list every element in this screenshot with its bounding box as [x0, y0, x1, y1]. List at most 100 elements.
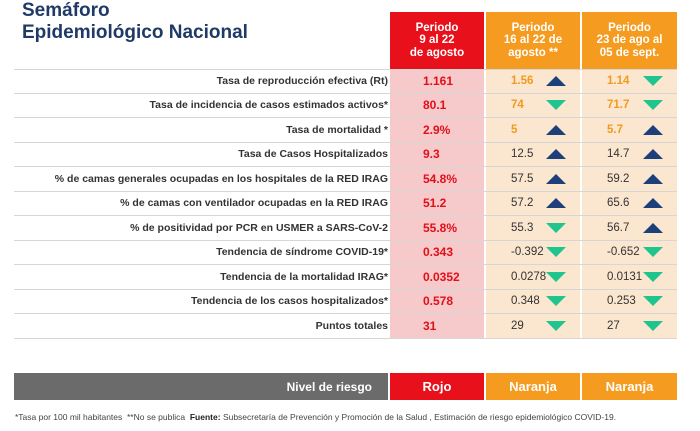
period-3-value: 71.7: [607, 99, 630, 112]
title-line-1: Semáforo: [22, 0, 110, 21]
period-3-cell: 14.7: [582, 142, 677, 166]
period-1-value: 0.0352: [423, 269, 460, 284]
indicator-label: Tendencia de síndrome COVID-19*: [216, 246, 388, 259]
period-3-value: 65.6: [607, 197, 630, 210]
period-2-cell: 74: [486, 93, 580, 117]
period-2-cell: -0.392: [486, 240, 580, 264]
trend-down-arrow-icon: [546, 100, 566, 111]
risk-level-label: Nivel de riesgo: [14, 373, 388, 400]
period-1-value: 54.8%: [423, 171, 458, 186]
period-header-3: Periodo 23 de ago al 05 de sept.: [582, 12, 677, 69]
indicator-label: % de camas generales ocupadas en los hos…: [54, 172, 388, 185]
period-2-value: 57.2: [511, 197, 534, 210]
period-3-value: 14.7: [607, 148, 630, 161]
period-1-cell: 9.3: [390, 142, 484, 166]
trend-down-arrow-icon: [546, 320, 566, 331]
indicator-row: % de camas con ventilador ocupadas en la…: [14, 191, 677, 216]
footnote-rate: *Tasa por 100 mil habitantes: [15, 412, 123, 422]
period-1-cell: 55.8%: [390, 216, 484, 240]
period-2-cell: 12.5: [486, 142, 580, 166]
period-header-3-line1: Periodo: [608, 21, 651, 34]
period-2-cell: 0.348: [486, 289, 580, 313]
period-header-1: Periodo 9 al 22 de agosto: [390, 12, 484, 69]
indicator-row: Tendencia de los casos hospitalizados* 0.…: [14, 289, 677, 314]
risk-level-period-2: Naranja: [486, 373, 580, 400]
trend-up-arrow-icon: [546, 149, 566, 160]
period-3-value: 1.14: [607, 75, 630, 88]
period-3-value: 5.7: [607, 123, 623, 136]
period-3-cell: 56.7: [582, 216, 677, 240]
indicator-label: Tendencia de los casos hospitalizados*: [190, 295, 388, 308]
trend-up-arrow-icon: [643, 198, 663, 209]
period-1-cell: 54.8%: [390, 167, 484, 191]
period-1-value: 2.9%: [423, 122, 451, 137]
period-header-1-line1: Periodo: [415, 21, 459, 34]
period-2-cell: 55.3: [486, 216, 580, 240]
trend-up-arrow-icon: [546, 198, 566, 209]
period-2-value: 74: [511, 99, 524, 112]
indicator-label: Tasa de Casos Hospitalizados: [238, 148, 388, 161]
indicators-table: Tasa de reproducción efectiva (Rt) 1.161 1…: [14, 69, 677, 339]
trend-down-arrow-icon: [643, 320, 663, 331]
trend-up-arrow-icon: [546, 124, 566, 135]
period-1-cell: 1.161: [390, 70, 484, 93]
period-1-cell: 31: [390, 314, 484, 338]
period-2-value: 5: [511, 123, 518, 136]
trend-down-arrow-icon: [643, 296, 663, 307]
period-3-cell: 0.253: [582, 289, 677, 313]
period-header-3-line3: 05 de sept.: [599, 46, 660, 59]
indicator-row: Puntos totales 31 29 27: [14, 314, 677, 339]
period-3-value: 59.2: [607, 172, 630, 185]
trend-down-arrow-icon: [643, 247, 663, 258]
period-3-cell: 1.14: [582, 70, 677, 93]
indicator-row: Tasa de incidencia de casos estimados ac…: [14, 93, 677, 118]
period-header-1-line2: 9 al 22: [419, 34, 455, 47]
indicator-label: Tasa de mortalidad *: [286, 123, 388, 136]
period-2-value: 57.5: [511, 172, 534, 185]
indicator-row: % de camas generales ocupadas en los hos…: [14, 167, 677, 192]
period-1-value: 1.161: [423, 74, 454, 89]
trend-up-arrow-icon: [643, 124, 663, 135]
period-2-value: 12.5: [511, 148, 534, 161]
trend-up-arrow-icon: [546, 76, 566, 87]
indicator-label: Puntos totales: [315, 319, 388, 332]
risk-level-period-3: Naranja: [582, 373, 677, 400]
period-2-value: 1.56: [511, 75, 534, 88]
period-3-value: 27: [607, 319, 620, 332]
period-3-value: 0.253: [607, 295, 636, 308]
trend-up-arrow-icon: [643, 222, 663, 233]
trend-down-arrow-icon: [546, 271, 566, 282]
footer-note: *Tasa por 100 mil habitantes **No se pub…: [15, 412, 616, 422]
period-2-cell: 0.0278: [486, 265, 580, 289]
indicator-label: Tendencia de la mortalidad IRAG*: [220, 270, 388, 283]
period-1-cell: 51.2: [390, 191, 484, 215]
period-1-cell: 0.343: [390, 240, 484, 264]
trend-down-arrow-icon: [546, 222, 566, 233]
period-header-3-line2: 23 de ago al: [596, 34, 663, 47]
period-header-1-line3: de agosto: [409, 46, 465, 59]
period-2-value: 29: [511, 319, 524, 332]
period-1-cell: 0.0352: [390, 265, 484, 289]
period-3-cell: 59.2: [582, 167, 677, 191]
period-3-cell: 5.7: [582, 118, 677, 142]
period-2-cell: 1.56: [486, 70, 580, 93]
trend-up-arrow-icon: [643, 149, 663, 160]
period-3-value: 0.0131: [607, 270, 643, 283]
period-header-2-line3: agosto **: [508, 46, 558, 59]
period-header-2-line2: 16 al 22 de: [503, 34, 563, 47]
footnote-unpublished: **No se publica: [127, 412, 186, 422]
indicator-row: % de positividad por PCR en USMER a SARS…: [14, 216, 677, 241]
period-3-cell: 71.7: [582, 93, 677, 117]
period-1-cell: 2.9%: [390, 118, 484, 142]
indicator-row: Tasa de mortalidad * 2.9% 5 5.7: [14, 118, 677, 143]
period-1-value: 80.1: [423, 98, 447, 113]
indicator-row: Tendencia de síndrome COVID-19* 0.343 -0.3…: [14, 240, 677, 265]
source-label: Fuente:: [189, 412, 221, 422]
indicator-label: % de positividad por PCR en USMER a SARS…: [130, 221, 388, 234]
period-2-value: 0.0278: [511, 270, 547, 283]
trend-down-arrow-icon: [643, 100, 663, 111]
title-line-2: Epidemiológico Nacional: [22, 22, 248, 43]
source-text: Subsecretaría de Prevención y Promoción …: [222, 412, 617, 422]
period-2-cell: 29: [486, 314, 580, 338]
indicator-label: Tasa de incidencia de casos estimados ac…: [149, 99, 389, 112]
